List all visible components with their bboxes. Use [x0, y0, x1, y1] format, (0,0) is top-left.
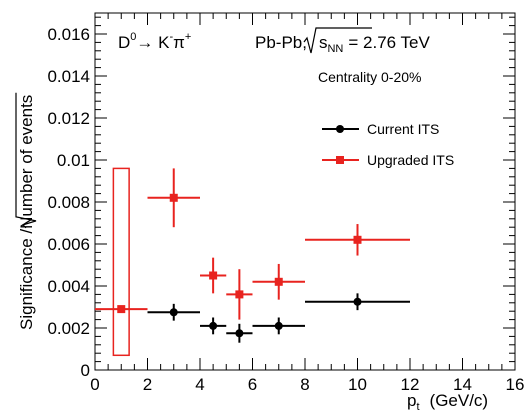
y-tick-label: 0.002: [47, 319, 90, 338]
y-tick-label: 0.008: [47, 193, 90, 212]
axis-ticks: [94, 13, 516, 371]
x-tick-label: 16: [506, 375, 525, 394]
data-point: [209, 321, 218, 330]
legend-item-current-its: Current ITS: [322, 121, 439, 137]
legend: Current ITS Upgraded ITS: [322, 121, 454, 168]
decay-d-sup: 0: [130, 31, 136, 43]
data-marks: [95, 167, 410, 357]
legend-item-upgraded-its: Upgraded ITS: [322, 152, 454, 168]
data-point: [117, 305, 126, 314]
data-point: [169, 308, 178, 317]
x-axis-title-unit: (GeV/c): [430, 391, 489, 410]
x-tick-label: 14: [453, 375, 472, 394]
system-energy: = 2.76 TeV: [348, 33, 430, 52]
system-s: s: [319, 33, 328, 52]
system-s-sub: NN: [327, 43, 343, 55]
legend-marker-upgraded-its: [336, 156, 344, 164]
decay-label: D0→ K-π+: [118, 31, 191, 52]
system-label: Pb-Pb, sNN = 2.76 TeV: [255, 27, 430, 55]
data-point: [353, 235, 362, 244]
y-tick-label: 0.004: [47, 277, 90, 296]
data-point: [235, 290, 244, 299]
series-current-its: [147, 293, 410, 343]
system-sqrt-icon: [303, 27, 372, 54]
svg-text:Pb-Pb,sNN= 2.76 TeV: Pb-Pb, sNN = 2.76 TeV: [255, 33, 430, 55]
data-point: [169, 193, 178, 202]
x-axis-title-main: p: [407, 391, 416, 410]
data-point: [274, 277, 283, 286]
decay-pi-sup: +: [185, 31, 191, 43]
legend-label-current-its: Current ITS: [367, 121, 439, 137]
centrality-label: Centrality 0-20%: [318, 69, 422, 85]
y-axis-title-prefix: Significance /: [17, 229, 36, 330]
y-axis-title-radicand: Number of events: [17, 95, 36, 229]
axis-tick-labels: 0 2 4 6 8 10 12 14 16 0 0.002 0.004 0.006 0.008 0.01 0.…: [47, 25, 524, 394]
data-point: [353, 297, 362, 306]
decay-pi: π: [173, 33, 185, 52]
x-tick-label: 2: [143, 375, 152, 394]
x-tick-label: 12: [401, 375, 420, 394]
decay-k-sup: -: [169, 31, 173, 43]
legend-marker-current-its: [336, 125, 344, 133]
system-prefix: Pb-Pb,: [255, 33, 307, 52]
y-axis-title: Significance /Number of events: [15, 92, 37, 330]
y-tick-label: 0.006: [47, 235, 90, 254]
x-axis-title-sub: t: [416, 401, 419, 413]
x-tick-label: 4: [195, 375, 204, 394]
sqrt-sign-icon: [15, 92, 37, 229]
data-point: [274, 321, 283, 330]
y-tick-label: 0.014: [47, 67, 90, 86]
series-upgraded-its: [95, 168, 410, 320]
x-axis-title: pt (GeV/c): [407, 391, 488, 413]
systematic-box: [112, 167, 130, 357]
x-tick-label: 8: [300, 375, 309, 394]
y-tick-label: 0.01: [57, 151, 90, 170]
x-tick-label: 10: [348, 375, 367, 394]
decay-arrow-k: → K: [136, 33, 170, 52]
x-tick-label: 0: [90, 375, 99, 394]
data-point: [209, 271, 218, 280]
plot-frame: [94, 12, 516, 371]
svg-text:Significance /Number of events: Significance /Number of events: [17, 95, 36, 330]
y-tick-label: 0.012: [47, 109, 90, 128]
y-tick-label: 0.016: [47, 25, 90, 44]
y-tick-label: 0: [81, 361, 90, 380]
x-tick-label: 6: [248, 375, 257, 394]
data-point: [235, 329, 244, 338]
legend-label-upgraded-its: Upgraded ITS: [367, 152, 454, 168]
decay-d: D: [118, 33, 130, 52]
